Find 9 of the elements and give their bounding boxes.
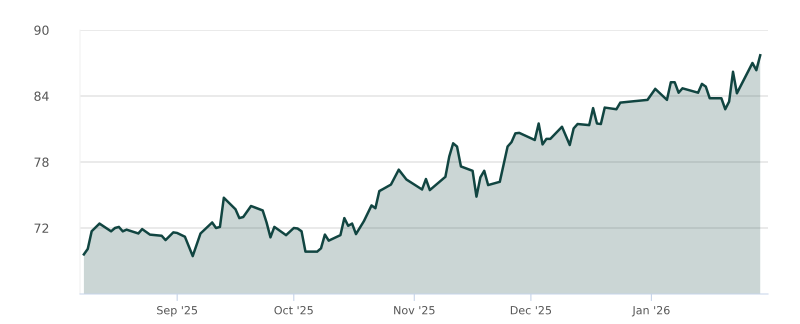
y-tick-label: 78 <box>34 157 49 167</box>
x-tick-label: Sep '25 <box>157 306 198 317</box>
y-tick-label: 90 <box>34 25 49 35</box>
y-tick-label: 84 <box>34 91 49 101</box>
x-tick-label: Oct '25 <box>274 306 313 314</box>
x-tick-label: Dec '25 <box>510 306 552 314</box>
x-tick-label: Jan '26 <box>632 306 670 316</box>
y-tick-label: 72 <box>34 223 48 233</box>
x-tick-label: Nov '25 <box>394 306 435 314</box>
